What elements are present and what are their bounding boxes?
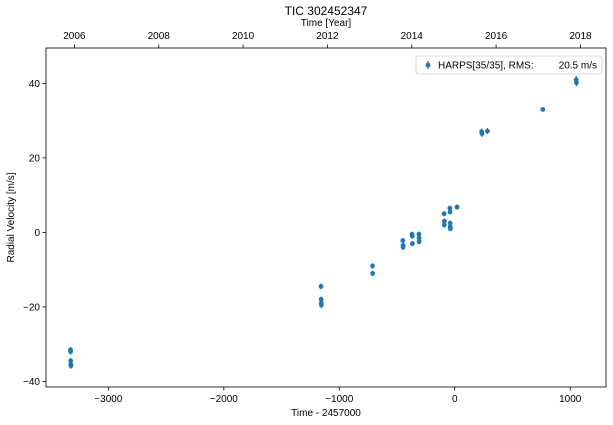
point-marker	[416, 239, 422, 245]
y-axis-label: Radial Velocity [m/s]	[6, 172, 17, 262]
point-marker	[409, 241, 415, 246]
point-marker	[447, 226, 453, 232]
point-marker	[447, 205, 453, 211]
legend-box	[415, 55, 603, 75]
data-point	[485, 128, 490, 135]
y-tick-label: 20	[29, 153, 41, 164]
point-marker	[370, 263, 375, 269]
point-marker	[400, 238, 406, 243]
point-marker	[479, 131, 485, 137]
top-tick-label: 2008	[148, 31, 171, 42]
data-point	[447, 209, 453, 215]
data-point	[441, 218, 447, 224]
point-marker	[454, 204, 460, 210]
point-marker	[416, 235, 422, 241]
x-tick-label: −2000	[210, 394, 239, 405]
point-marker	[318, 302, 324, 308]
data-point	[400, 244, 406, 250]
x-tick-label: 0	[452, 394, 458, 405]
data-point	[447, 226, 453, 232]
data-point	[318, 302, 324, 309]
point-marker	[447, 209, 453, 215]
data-point	[409, 240, 415, 247]
legend-marker	[425, 61, 431, 69]
point-marker	[318, 297, 324, 302]
point-marker	[441, 222, 447, 228]
plot-frame	[45, 47, 607, 388]
data-point	[574, 78, 579, 87]
top-axis-label: Time [Year]	[301, 18, 352, 29]
x-axis-label: Time - 2457000	[291, 408, 361, 419]
point-marker	[540, 107, 546, 112]
data-points	[68, 75, 579, 369]
data-point	[68, 362, 74, 369]
x-tick-label: −1000	[325, 394, 354, 405]
point-marker	[441, 211, 447, 217]
point-marker	[416, 231, 422, 237]
point-marker	[318, 284, 324, 289]
point-marker	[485, 128, 490, 134]
legend: HARPS[35/35], RMS: 20.5 m/s	[415, 55, 603, 75]
top-tick-label: 2012	[316, 31, 339, 42]
point-marker	[68, 358, 74, 364]
data-point	[479, 130, 485, 138]
x-tick-label: 1000	[559, 394, 582, 405]
top-tick-label: 2016	[485, 31, 508, 42]
point-marker	[68, 363, 74, 369]
data-point	[370, 263, 375, 269]
top-tick-label: 2018	[569, 31, 592, 42]
data-point	[400, 237, 406, 244]
axis-ticks: −3000 −2000 −1000 0 1000 −40 −20 0 20 40 2006 2008 2…	[23, 31, 592, 405]
legend-label: HARPS[35/35], RMS:	[438, 61, 534, 72]
data-point	[454, 204, 460, 210]
point-marker	[370, 270, 376, 276]
y-tick-label: −20	[23, 302, 40, 313]
legend-rms-value: 20.5 m/s	[559, 61, 597, 72]
top-tick-label: 2006	[63, 31, 86, 42]
y-tick-label: −40	[23, 377, 40, 388]
data-point	[441, 211, 447, 217]
x-tick-label: −3000	[94, 394, 123, 405]
data-point	[370, 270, 376, 276]
point-marker	[441, 218, 447, 224]
top-tick-label: 2014	[401, 31, 424, 42]
legend-point	[425, 62, 431, 68]
point-marker	[400, 244, 406, 250]
data-point	[68, 348, 73, 355]
data-point	[318, 283, 324, 290]
top-tick-label: 2010	[232, 31, 255, 42]
data-point	[416, 239, 422, 245]
y-tick-label: 0	[34, 228, 40, 239]
point-marker	[447, 220, 453, 226]
point-marker	[409, 233, 415, 239]
point-marker	[68, 349, 73, 355]
point-marker	[574, 80, 579, 86]
data-point	[409, 233, 415, 239]
chart-title: TIC 302452347	[285, 4, 368, 18]
y-tick-label: 40	[29, 79, 41, 90]
data-point	[540, 107, 546, 112]
